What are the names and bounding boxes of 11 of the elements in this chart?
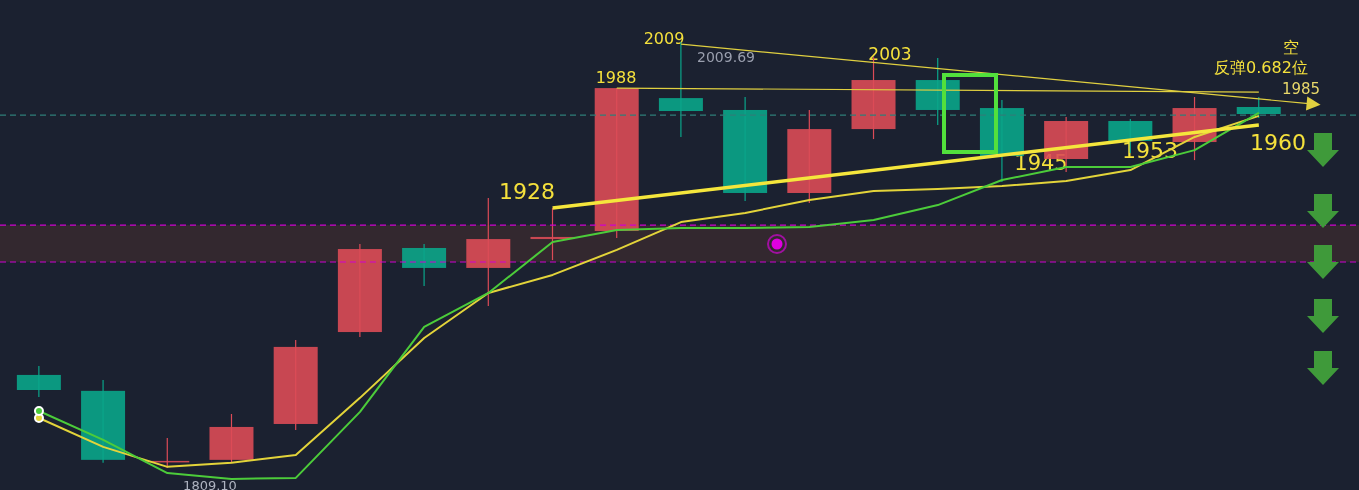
- annotation: 1809.10: [183, 477, 237, 490]
- annotation: 1988: [595, 67, 637, 87]
- annotation: 1985: [1281, 80, 1321, 98]
- annotation: 2003: [868, 44, 912, 64]
- annotation: 2009.69: [697, 49, 755, 65]
- annotation: 2009: [643, 28, 685, 48]
- annotation: 1945: [1014, 151, 1068, 175]
- annotation: 1960: [1250, 129, 1306, 155]
- annotation: 反弹0.682位: [1214, 57, 1308, 77]
- annotation: 1928: [499, 178, 555, 204]
- annotation: 空: [1283, 37, 1299, 57]
